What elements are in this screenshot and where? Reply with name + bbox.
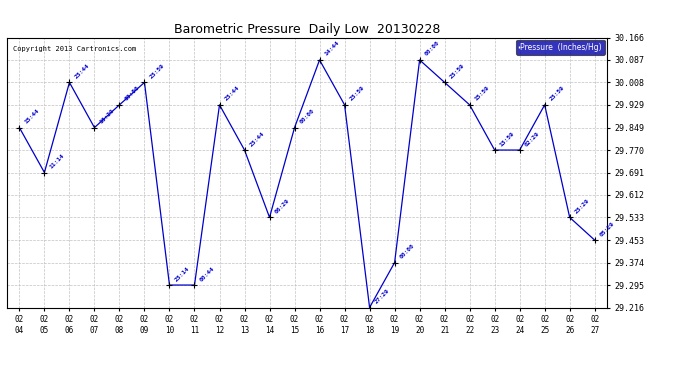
Text: 16:29: 16:29 <box>99 108 115 125</box>
Text: 02:29: 02:29 <box>524 130 541 147</box>
Text: 14:44: 14:44 <box>324 40 341 57</box>
Text: 00:44: 00:44 <box>199 266 215 282</box>
Text: 23:59: 23:59 <box>348 85 366 102</box>
Text: 00:00: 00:00 <box>124 85 141 102</box>
Text: 13:59: 13:59 <box>499 130 515 147</box>
Text: 23:29: 23:29 <box>574 198 591 214</box>
Text: 23:44: 23:44 <box>74 63 90 80</box>
Text: 23:59: 23:59 <box>549 85 566 102</box>
Text: 00:00: 00:00 <box>399 243 415 260</box>
Legend: Pressure  (Inches/Hg): Pressure (Inches/Hg) <box>516 40 605 55</box>
Text: 11:14: 11:14 <box>48 153 66 170</box>
Title: Barometric Pressure  Daily Low  20130228: Barometric Pressure Daily Low 20130228 <box>174 23 440 36</box>
Text: 23:44: 23:44 <box>248 130 266 147</box>
Text: 23:59: 23:59 <box>448 63 466 80</box>
Text: 23:44: 23:44 <box>224 85 241 102</box>
Text: 00:00: 00:00 <box>299 108 315 125</box>
Text: 23:14: 23:14 <box>174 266 190 282</box>
Text: 15:44: 15:44 <box>23 108 41 125</box>
Text: 05:29: 05:29 <box>599 220 615 237</box>
Text: 15:59: 15:59 <box>474 85 491 102</box>
Text: Copyright 2013 Cartronics.com: Copyright 2013 Cartronics.com <box>13 46 136 52</box>
Text: 06:29: 06:29 <box>274 198 290 214</box>
Text: 23:59: 23:59 <box>148 63 166 80</box>
Text: 00:00: 00:00 <box>424 40 441 57</box>
Text: 27:29: 27:29 <box>374 288 391 305</box>
